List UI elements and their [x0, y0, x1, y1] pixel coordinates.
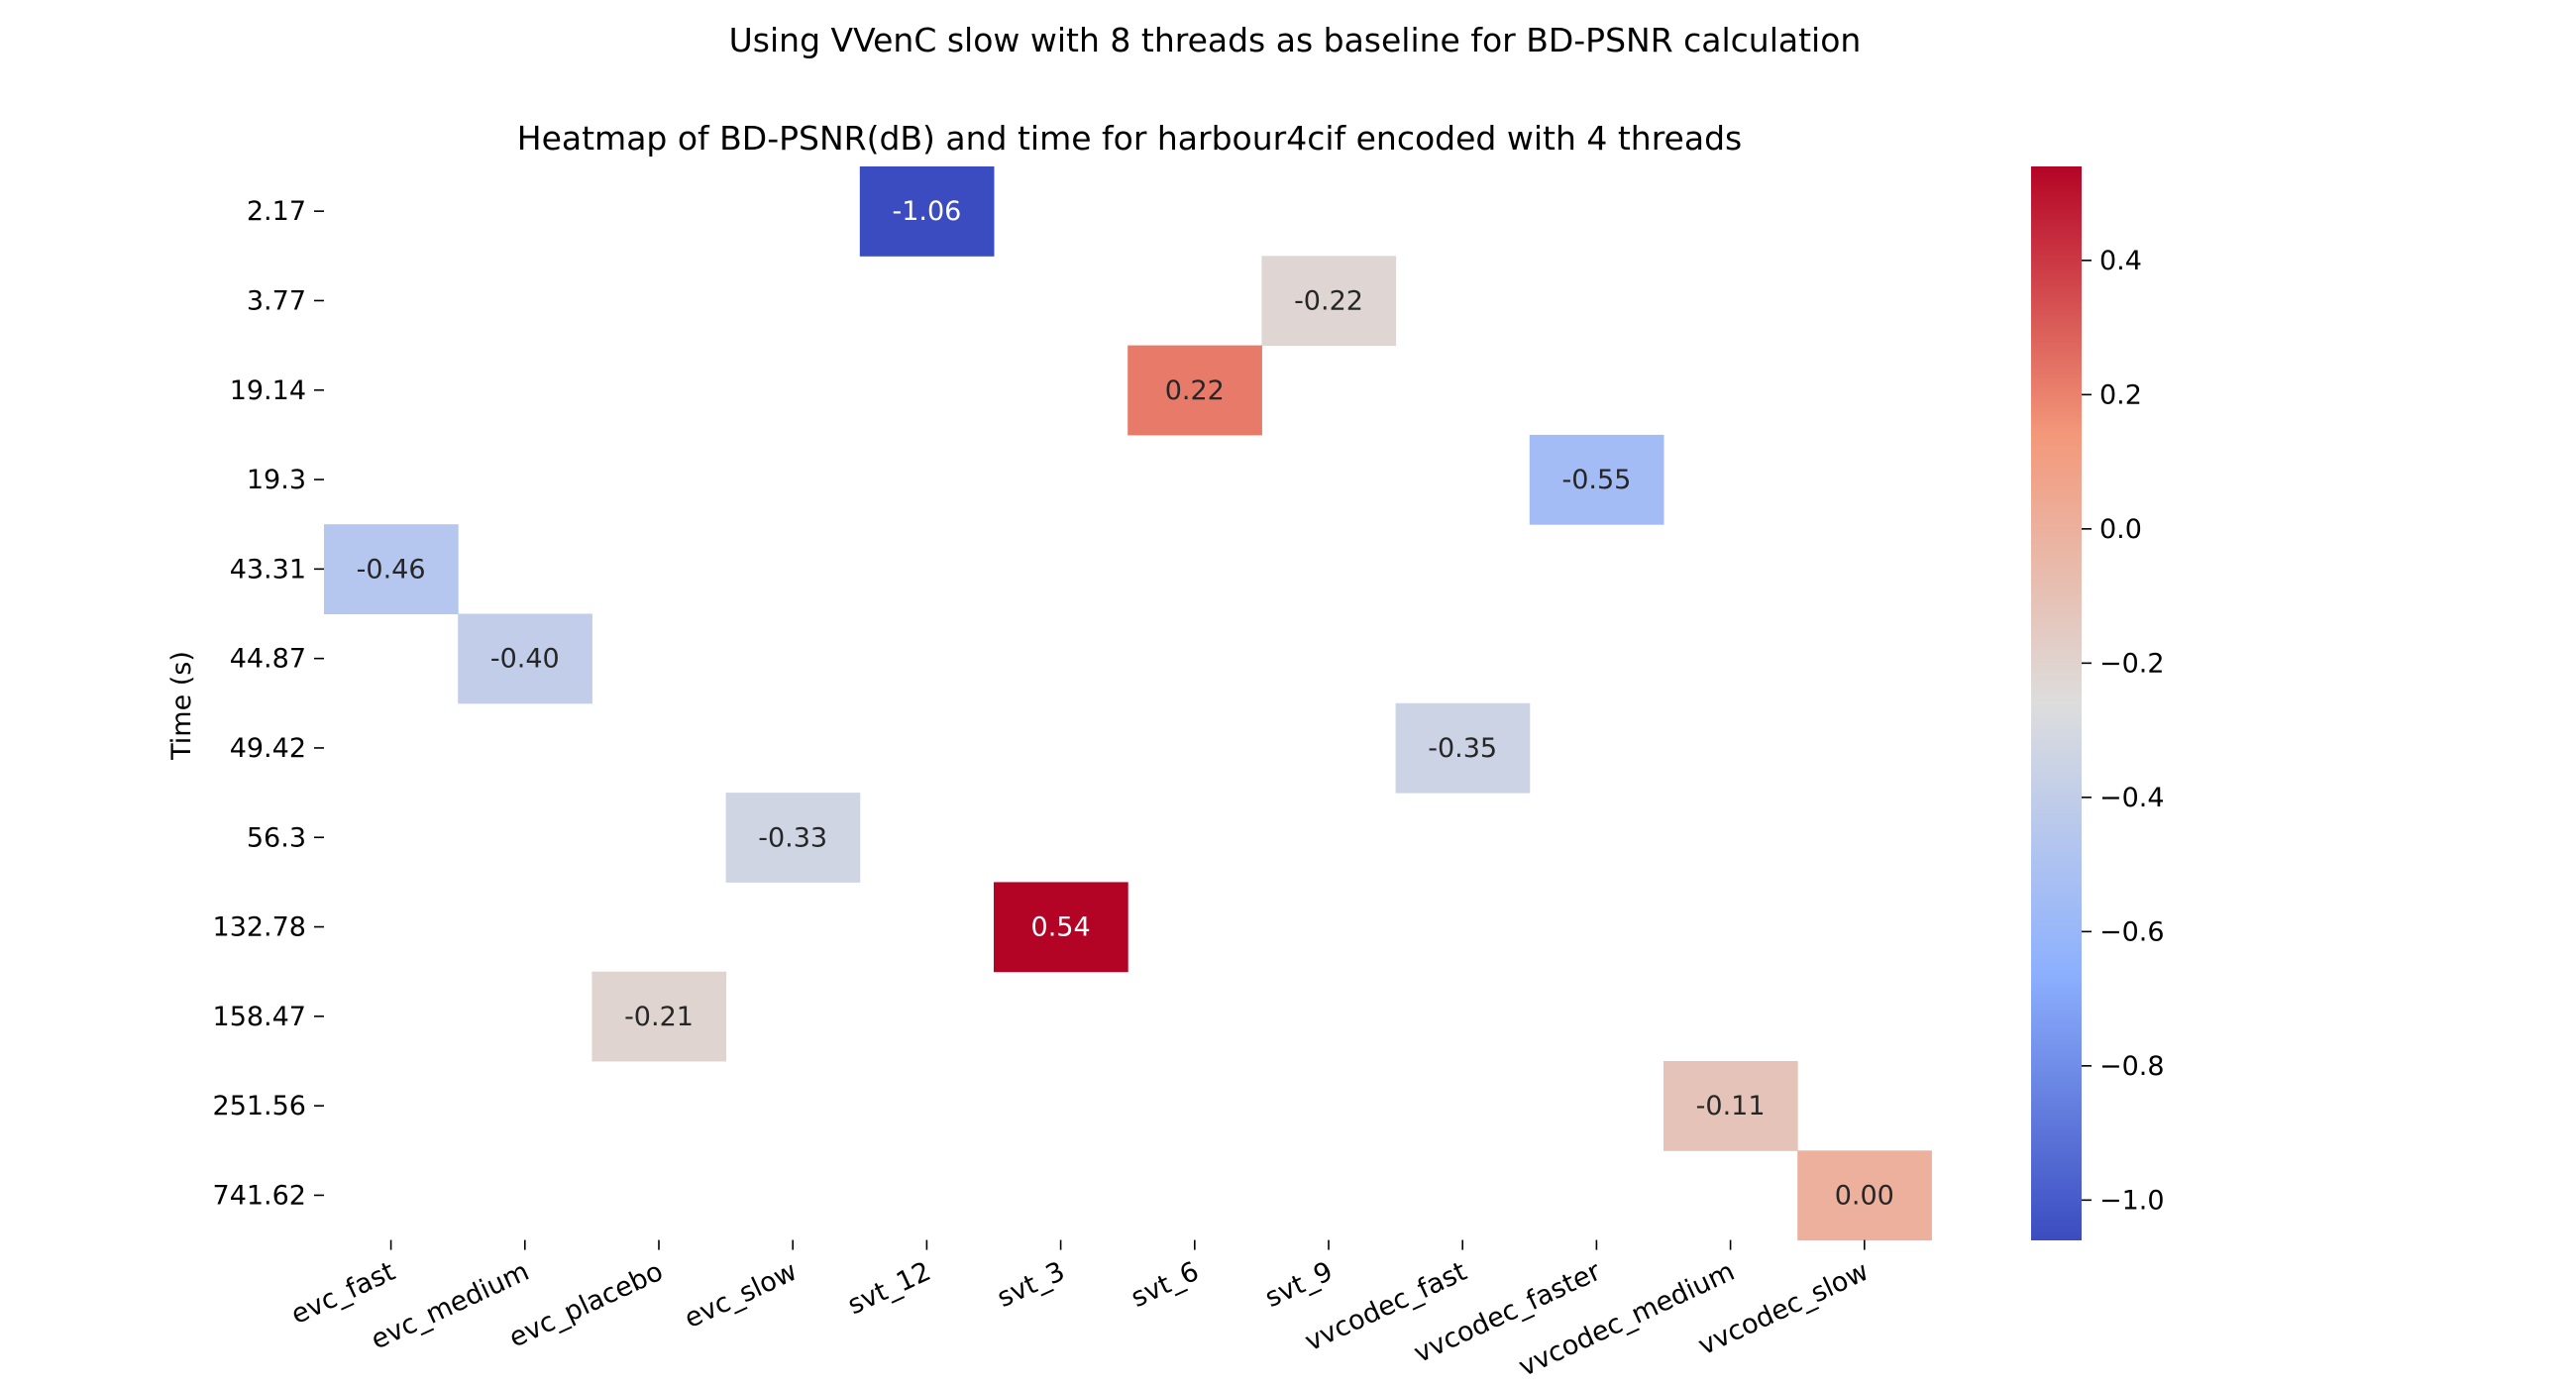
colorbar-tick-label: −1.0 [2099, 1185, 2165, 1216]
chart-title: Heatmap of BD-PSNR(dB) and time for harb… [517, 119, 1742, 158]
colorbar-tick-label: −0.6 [2099, 916, 2165, 947]
x-tick-label: svt_3 [993, 1256, 1070, 1314]
cell-value-label: -0.11 [1696, 1091, 1766, 1121]
y-axis: 2.17 3.77 19.14 19.3 43.31 44.87 49.42 56.3 132.… [213, 196, 324, 1211]
x-tick-label: vvcodec_medium [1514, 1256, 1739, 1383]
y-tick-label: 19.3 [247, 465, 306, 495]
colorbar: 0.4 0.2 0.0 −0.2 −0.4 −0.6 −0.8 −1.0 [2031, 166, 2165, 1240]
y-tick-label: 158.47 [213, 1002, 306, 1032]
y-tick-label: 49.42 [230, 733, 306, 764]
y-tick-label: 43.31 [230, 554, 306, 585]
cell-value-label: 0.54 [1031, 912, 1091, 943]
heatmap-cell [1261, 256, 1397, 347]
heatmap-cells: -1.06 -0.22 0.22 -0.55 -0.46 -0.40 -0.35 -0.33 0… [324, 166, 1932, 1241]
chart-suptitle: Using VVenC slow with 8 threads as basel… [729, 21, 1862, 59]
y-tick-label: 132.78 [213, 912, 306, 943]
colorbar-tick-label: 0.0 [2099, 514, 2142, 545]
cell-value-label: -0.21 [624, 1002, 694, 1032]
heatmap-cell [1395, 702, 1531, 794]
x-tick-label: svt_6 [1127, 1256, 1204, 1314]
y-tick-label: 19.14 [230, 375, 306, 406]
cell-value-label: -0.22 [1294, 285, 1363, 316]
x-tick-label: svt_9 [1260, 1256, 1338, 1314]
colorbar-tick-label: −0.4 [2099, 783, 2165, 813]
heatmap-cell [1664, 1061, 1798, 1151]
heatmap-cell [1797, 1150, 1932, 1241]
y-tick-label: 251.56 [213, 1091, 306, 1121]
heatmap-cell [1529, 434, 1664, 525]
colorbar-tick-label: 0.2 [2099, 379, 2142, 410]
x-tick-label: evc_placebo [504, 1256, 668, 1354]
colorbar-tick-label: −0.8 [2099, 1051, 2165, 1082]
y-axis-label: Time (s) [166, 651, 197, 761]
y-tick-label: 2.17 [247, 196, 306, 227]
colorbar-tick-label: 0.4 [2099, 246, 2142, 276]
cell-value-label: -0.46 [357, 554, 426, 585]
cell-value-label: 0.22 [1165, 375, 1225, 406]
y-tick-label: 56.3 [247, 822, 306, 853]
cell-value-label: -0.35 [1428, 733, 1497, 764]
colorbar-tick-label: −0.2 [2099, 648, 2165, 679]
cell-value-label: -0.40 [490, 644, 560, 675]
heatmap-cell [1127, 345, 1262, 436]
cell-value-label: -0.33 [758, 822, 827, 853]
heatmap-cell [591, 971, 727, 1062]
cell-value-label: -1.06 [892, 196, 961, 227]
x-tick-label: svt_12 [843, 1256, 935, 1321]
y-tick-label: 741.62 [213, 1180, 306, 1211]
heatmap-cell [859, 166, 995, 257]
heatmap-cell [994, 882, 1128, 973]
cell-value-label: 0.00 [1835, 1180, 1894, 1211]
x-tick-label: evc_slow [680, 1256, 802, 1334]
heatmap-cell [725, 793, 861, 883]
colorbar-gradient [2031, 166, 2082, 1240]
cell-value-label: -0.55 [1561, 465, 1631, 495]
y-tick-label: 3.77 [247, 285, 306, 316]
heatmap-cell [458, 613, 592, 704]
heatmap-cell [324, 524, 459, 614]
y-tick-label: 44.87 [230, 644, 306, 675]
